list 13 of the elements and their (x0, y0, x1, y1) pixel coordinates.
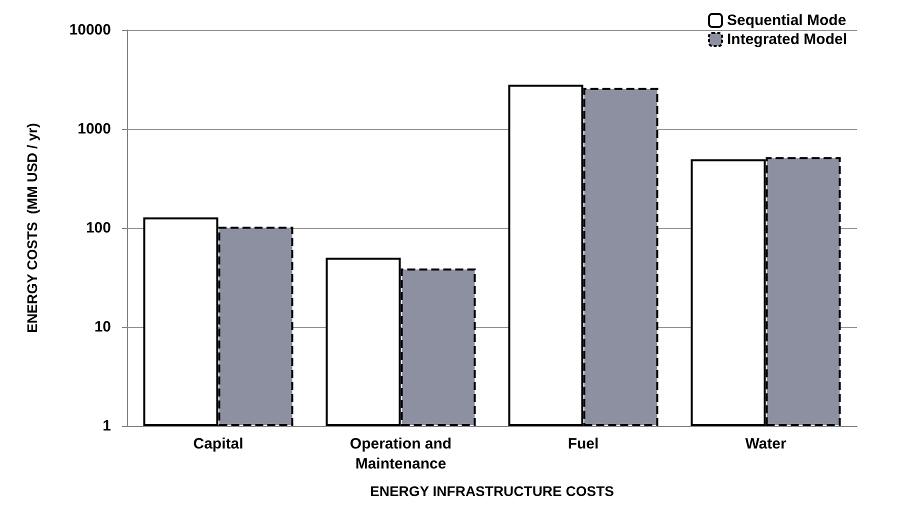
x-tick-label: Water (745, 436, 786, 452)
legend-label: Sequential Mode (726, 12, 846, 29)
x-tick-label: Fuel (568, 436, 599, 452)
y-axis-title: ENERGY COSTS (MM USD / yr) (24, 123, 40, 333)
x-tick-label: Capital (193, 436, 244, 452)
y-tick-label: 1000 (78, 120, 111, 138)
y-tick-label: 100 (86, 220, 111, 236)
x-tick-label: Operation and Maintenance (350, 436, 452, 472)
x-axis-title: ENERGY INFRASTRUCTURE COSTS (370, 483, 614, 499)
y-tick-label: 10000 (69, 22, 111, 38)
y-tick-label: 1 (102, 418, 111, 434)
legend-label: Integrated Model (726, 31, 848, 48)
y-tick-label: 10 (94, 318, 111, 336)
